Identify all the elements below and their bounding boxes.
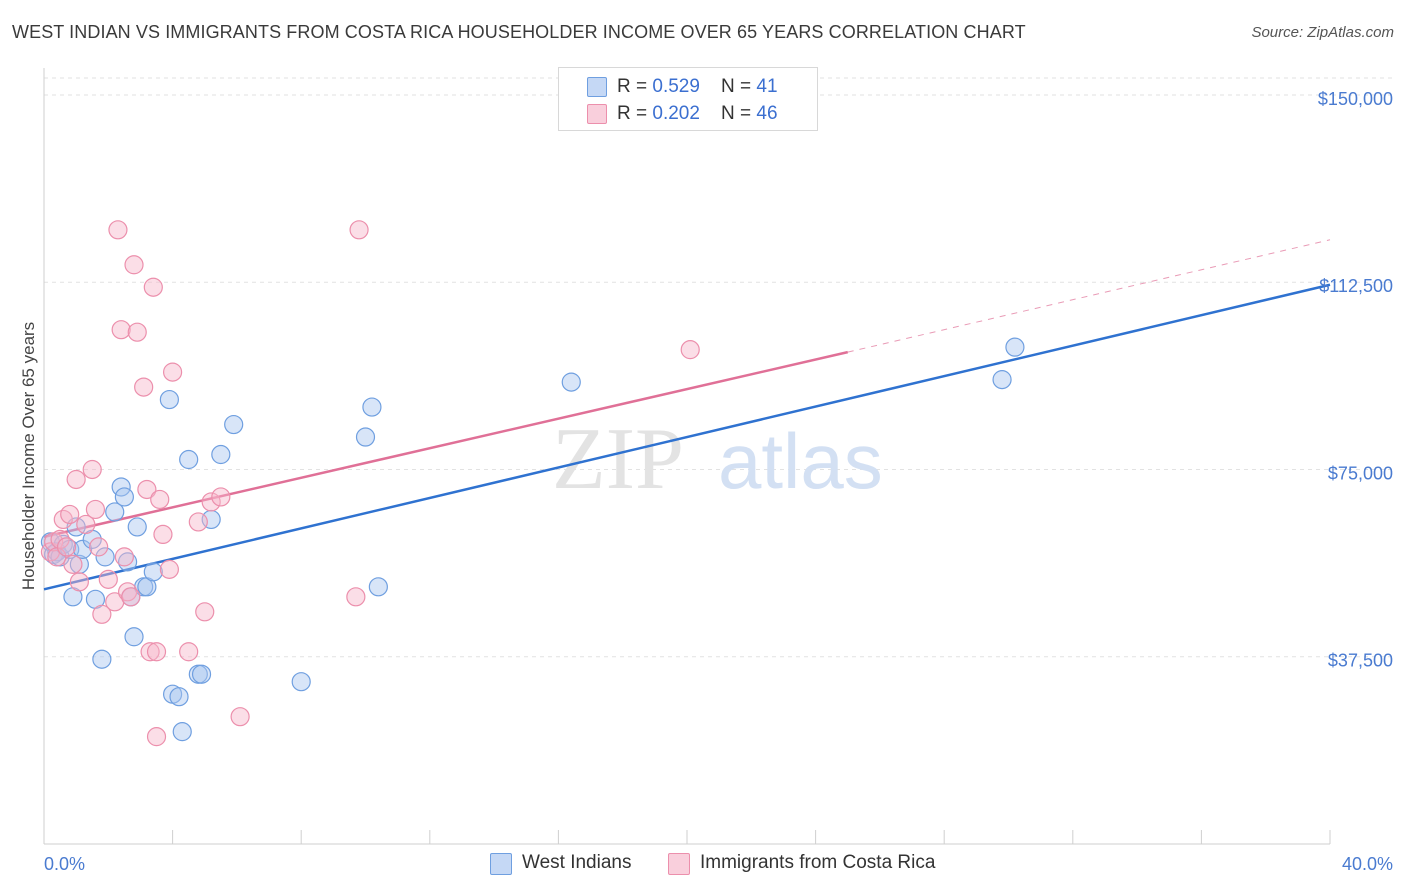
- trend-lines: [43, 239, 1331, 591]
- point-costa-rica: [163, 362, 183, 382]
- point-costa-rica: [230, 707, 250, 727]
- point-west-indians: [355, 427, 376, 447]
- point-costa-rica: [111, 320, 131, 340]
- point-costa-rica: [153, 524, 173, 545]
- point-west-indians: [143, 562, 163, 582]
- point-costa-rica: [53, 509, 73, 530]
- series-label: West Indians: [522, 852, 632, 873]
- point-west-indians: [191, 664, 212, 684]
- series-swatch-west-indians: [490, 853, 512, 875]
- y-tick-label: $75,000: [1328, 463, 1393, 483]
- point-costa-rica: [346, 587, 366, 607]
- data-points: [40, 220, 1025, 747]
- point-costa-rica: [140, 642, 160, 662]
- series-legend: West Indians Immigrants from Costa Rica: [0, 851, 1406, 877]
- point-costa-rica: [195, 602, 215, 622]
- legend-n-value: 46: [756, 103, 778, 124]
- point-west-indians: [211, 444, 231, 465]
- point-costa-rica: [680, 340, 700, 360]
- point-west-indians: [362, 397, 382, 417]
- point-costa-rica: [56, 537, 77, 557]
- point-west-indians: [159, 389, 179, 410]
- point-costa-rica: [201, 492, 221, 512]
- trend-line-costa-rica: [43, 350, 849, 539]
- point-costa-rica: [89, 537, 109, 557]
- point-costa-rica: [150, 489, 170, 510]
- point-west-indians: [172, 722, 192, 742]
- x-tick-label: 0.0%: [44, 854, 85, 874]
- axes: [43, 68, 1331, 845]
- point-costa-rica: [63, 554, 83, 574]
- point-costa-rica: [82, 459, 102, 480]
- point-costa-rica: [60, 504, 80, 525]
- correlation-legend: R = 0.529 N = 41 R = 0.202 N = 46: [558, 67, 818, 131]
- point-west-indians: [105, 502, 125, 522]
- point-costa-rica: [211, 487, 231, 507]
- point-costa-rica: [146, 642, 167, 662]
- point-costa-rica: [114, 547, 134, 567]
- point-costa-rica: [134, 377, 154, 397]
- point-west-indians: [124, 627, 144, 647]
- point-west-indians: [224, 414, 244, 435]
- point-west-indians: [95, 547, 115, 567]
- trend-line-west-indians: [43, 283, 1331, 591]
- point-west-indians: [368, 577, 388, 597]
- y-axis-label: Householder Income Over 65 years: [19, 322, 38, 590]
- source-label: Source: ZipAtlas.com: [1251, 24, 1394, 41]
- point-costa-rica: [66, 469, 86, 490]
- legend-swatch-west-indians: [587, 77, 607, 97]
- legend-r-value: 0.529: [652, 76, 700, 97]
- point-costa-rica: [98, 569, 118, 589]
- point-costa-rica: [124, 255, 144, 275]
- point-west-indians: [992, 370, 1012, 390]
- point-costa-rica: [179, 642, 199, 662]
- watermark-atlas: atlas: [718, 417, 883, 505]
- point-costa-rica: [92, 604, 112, 624]
- point-costa-rica: [127, 322, 147, 342]
- legend-row-text: R = 0.529 N = 41: [617, 76, 778, 98]
- point-costa-rica: [85, 499, 106, 520]
- legend-n-value: 41: [756, 76, 778, 97]
- legend-n-label: N =: [721, 76, 757, 97]
- legend-row-text: R = 0.202 N = 46: [617, 103, 778, 125]
- point-west-indians: [169, 687, 189, 707]
- point-costa-rica: [188, 512, 208, 532]
- chart-title: WEST INDIAN VS IMMIGRANTS FROM COSTA RIC…: [12, 22, 1026, 42]
- point-costa-rica: [137, 479, 157, 500]
- y-tick-label: $150,000: [1318, 89, 1393, 109]
- point-west-indians: [1005, 337, 1025, 357]
- watermark-zip: ZIP: [552, 411, 684, 508]
- tick-labels: $37,500 $75,000 $112,500 $150,000 0.0% 40.0%: [44, 89, 1393, 874]
- point-west-indians: [291, 672, 311, 692]
- legend-r-label: R =: [617, 103, 653, 124]
- series-swatch-costa-rica: [668, 853, 690, 875]
- series-label: Immigrants from Costa Rica: [700, 852, 936, 873]
- y-tick-label: $112,500: [1319, 276, 1393, 296]
- point-costa-rica: [108, 220, 128, 240]
- legend-r-value: 0.202: [652, 103, 700, 124]
- gridlines: [44, 77, 1395, 658]
- watermark: ZIP atlas: [552, 411, 883, 508]
- point-west-indians: [92, 649, 112, 669]
- point-west-indians: [179, 449, 199, 470]
- point-costa-rica: [121, 587, 141, 607]
- point-west-indians: [561, 372, 581, 392]
- trend-line-costa-rica-extension: [847, 239, 1331, 353]
- point-costa-rica: [349, 220, 369, 240]
- legend-swatch-costa-rica: [587, 104, 607, 124]
- y-tick-label: $37,500: [1328, 651, 1393, 671]
- point-costa-rica: [76, 514, 96, 535]
- point-costa-rica: [143, 277, 163, 297]
- point-costa-rica: [146, 727, 167, 747]
- point-west-indians: [127, 517, 147, 537]
- point-costa-rica: [159, 559, 179, 579]
- point-west-indians: [72, 539, 93, 559]
- x-tick-label: 40.0%: [1342, 854, 1393, 874]
- point-costa-rica: [50, 529, 70, 549]
- point-west-indians: [114, 487, 134, 507]
- legend-n-label: N =: [721, 103, 757, 124]
- point-costa-rica: [69, 572, 89, 592]
- legend-r-label: R =: [617, 76, 653, 97]
